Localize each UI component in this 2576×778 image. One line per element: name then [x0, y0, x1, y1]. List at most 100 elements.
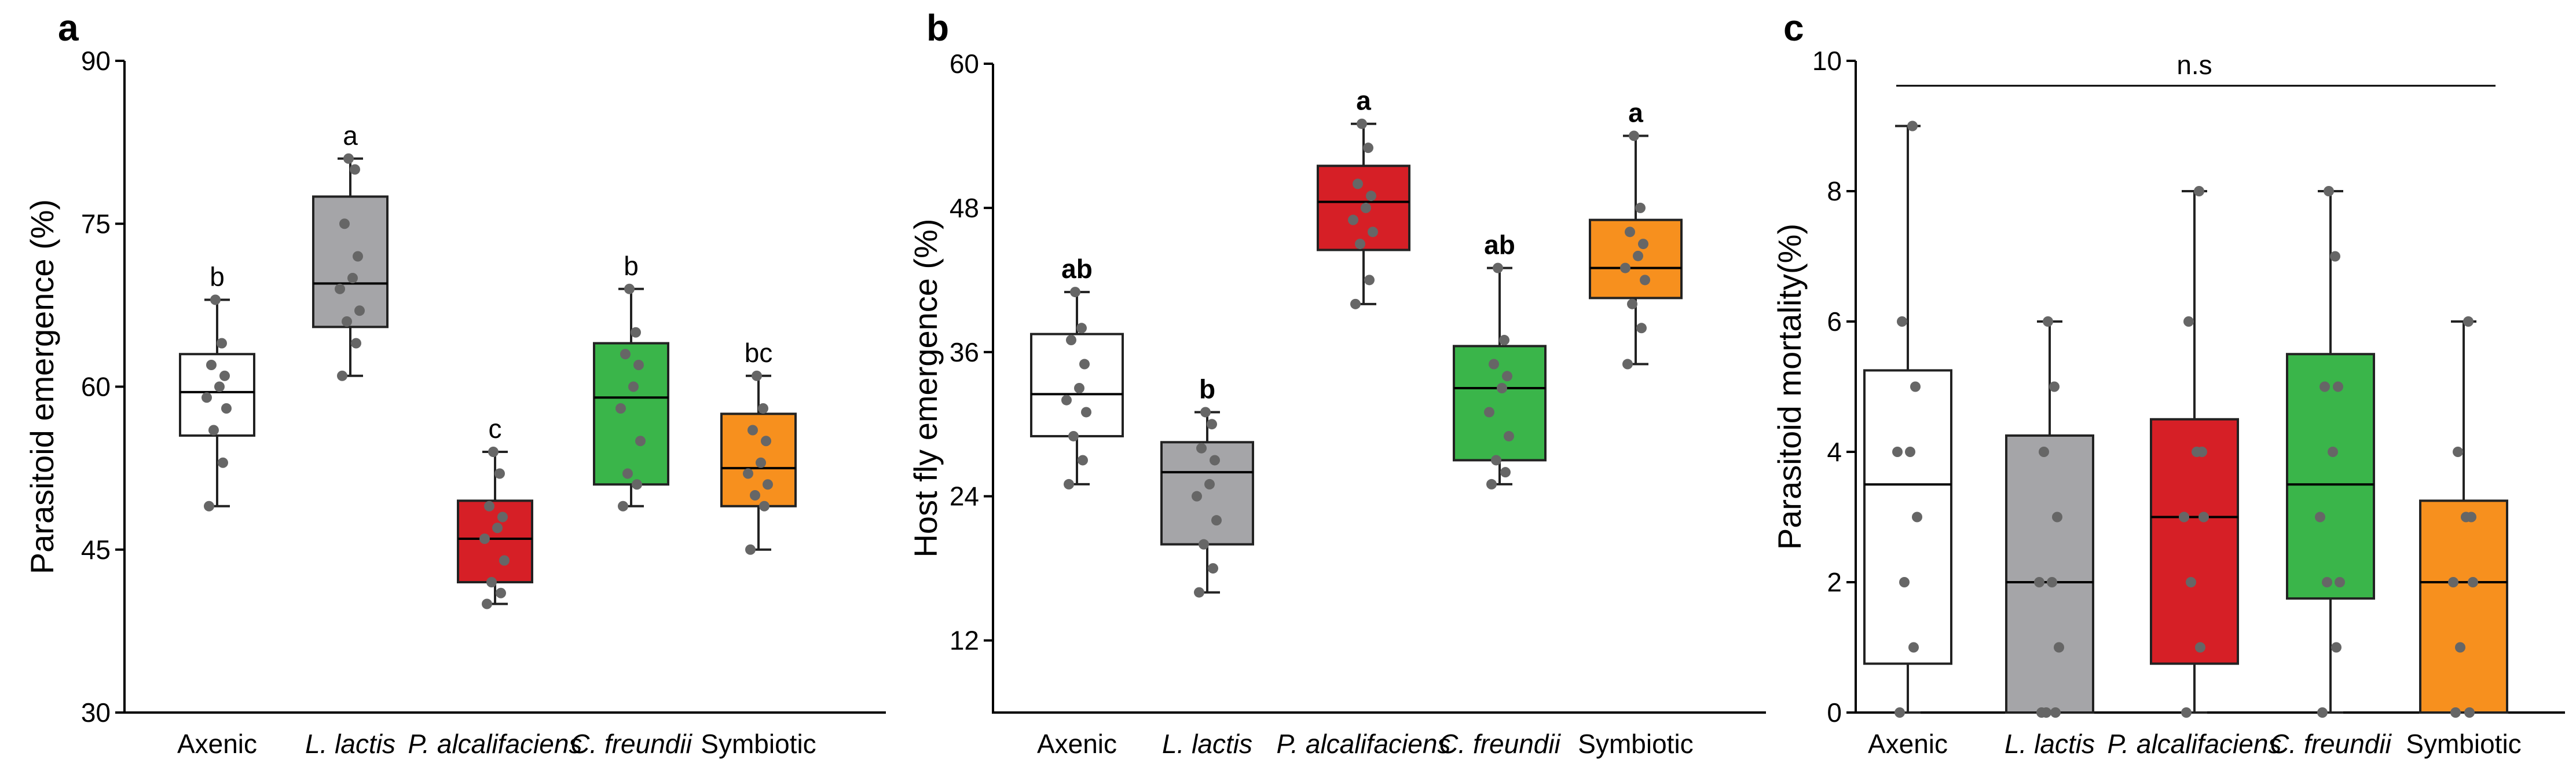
data-point	[758, 403, 768, 414]
x-category-label: L. lactis	[1162, 729, 1252, 759]
x-category-label: L. lactis	[2005, 729, 2095, 759]
box-iqr	[1863, 369, 1952, 665]
x-category-label: P. alcalifaciens	[408, 729, 582, 759]
box-iqr	[2005, 434, 2094, 714]
data-point	[342, 316, 352, 327]
data-point	[1079, 359, 1090, 370]
x-category-label: Symbiotic	[701, 729, 816, 759]
box-axenic	[1863, 120, 1952, 718]
box-iqr	[2150, 418, 2239, 665]
box-symbiotic: a	[1589, 97, 1683, 370]
data-point	[219, 370, 230, 381]
data-point	[218, 457, 228, 468]
data-point	[747, 425, 758, 436]
data-point	[759, 501, 769, 512]
significance-letter: a	[1628, 97, 1643, 127]
data-point	[2195, 642, 2205, 653]
panel-c: c 0 2 4 6 8 10 Parasitoid mortality(%) n.s Axenic…	[1771, 7, 2565, 759]
x-category-label: Symbiotic	[2406, 729, 2521, 759]
data-point	[1204, 479, 1215, 490]
data-point	[618, 501, 628, 512]
data-point	[743, 468, 753, 479]
y-tick-label: 6	[1827, 306, 1842, 337]
data-point	[1196, 443, 1207, 454]
data-point	[354, 305, 365, 316]
data-point	[2054, 642, 2064, 653]
data-point	[1895, 707, 1905, 718]
data-point	[1070, 287, 1080, 298]
data-point	[1899, 577, 1910, 587]
box-iqr	[1160, 441, 1254, 546]
data-point	[353, 251, 363, 262]
data-point	[620, 349, 631, 360]
data-point	[1368, 227, 1378, 238]
data-point	[221, 403, 232, 414]
significance-letter: bc	[745, 338, 773, 368]
box-symbiotic	[2419, 316, 2508, 718]
y-tick-label: 24	[950, 481, 979, 512]
data-point	[2463, 316, 2474, 327]
data-point	[2186, 577, 2196, 587]
data-point	[1491, 455, 1501, 466]
y-tick-label: 8	[1827, 176, 1842, 206]
data-point	[339, 218, 350, 229]
data-point	[2052, 512, 2062, 523]
y-tick-label: 60	[950, 49, 979, 79]
data-point	[745, 544, 756, 555]
data-point	[632, 479, 642, 490]
data-point	[204, 501, 214, 512]
data-point	[1636, 323, 1647, 334]
data-point	[497, 512, 508, 523]
data-point	[1484, 407, 1494, 418]
x-category-label: C. freundii	[2270, 729, 2392, 759]
data-point	[1908, 642, 1919, 653]
data-point	[2198, 512, 2209, 523]
data-point	[1499, 335, 1509, 346]
data-point	[201, 392, 212, 403]
data-point	[1361, 202, 1371, 213]
data-point	[2466, 512, 2476, 523]
data-point	[633, 360, 644, 370]
data-point	[628, 381, 639, 392]
y-tick-label: 48	[950, 193, 979, 223]
data-point	[1208, 563, 1218, 574]
box-c-freundii: b	[593, 251, 669, 512]
significance-letter: ab	[1484, 230, 1515, 260]
data-point	[335, 283, 345, 294]
significance-annotation: n.s	[2176, 50, 2212, 80]
data-point	[1353, 178, 1363, 189]
data-point	[479, 534, 490, 544]
data-point	[1357, 118, 1367, 129]
data-point	[1066, 335, 1076, 346]
data-point	[2328, 447, 2338, 457]
box-p-alcalifaciens	[2150, 186, 2239, 718]
data-point	[2183, 316, 2194, 327]
data-point	[1907, 120, 1918, 132]
data-point	[1912, 512, 1922, 523]
data-point	[210, 294, 221, 305]
data-point	[343, 153, 354, 164]
significance-letter: a	[1356, 86, 1371, 116]
data-point	[756, 457, 766, 468]
y-tick-label: 10	[1812, 46, 1842, 76]
data-point	[499, 555, 510, 566]
data-point	[1207, 419, 1217, 430]
box-iqr	[312, 195, 389, 328]
data-point	[1627, 298, 1637, 309]
data-point	[1910, 381, 1921, 392]
box-l-lactis: b	[1160, 374, 1254, 598]
data-point	[2049, 381, 2060, 392]
data-point	[1210, 455, 1220, 466]
x-category-label: L. lactis	[305, 729, 395, 759]
data-point	[750, 490, 760, 501]
data-point	[2335, 577, 2345, 587]
data-point	[2468, 577, 2478, 587]
data-point	[484, 501, 494, 512]
data-point	[1192, 491, 1202, 502]
significance-letter: b	[210, 262, 225, 292]
x-category-label: C. freundii	[1439, 729, 1561, 759]
y-tick-label: 2	[1827, 567, 1842, 597]
data-point	[492, 523, 503, 534]
data-point	[1363, 143, 1373, 154]
